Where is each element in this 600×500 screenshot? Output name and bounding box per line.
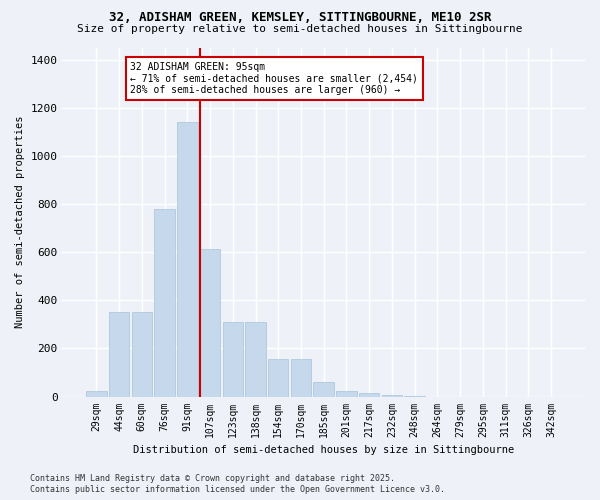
Bar bbox=[223, 322, 243, 396]
Bar bbox=[313, 382, 334, 396]
Bar bbox=[86, 390, 107, 396]
Text: 32, ADISHAM GREEN, KEMSLEY, SITTINGBOURNE, ME10 2SR: 32, ADISHAM GREEN, KEMSLEY, SITTINGBOURN… bbox=[109, 11, 491, 24]
Bar bbox=[200, 248, 220, 396]
Bar bbox=[245, 322, 266, 396]
Text: Size of property relative to semi-detached houses in Sittingbourne: Size of property relative to semi-detach… bbox=[77, 24, 523, 34]
Bar bbox=[268, 359, 289, 397]
Bar bbox=[109, 312, 130, 396]
Bar bbox=[336, 390, 356, 396]
Text: 32 ADISHAM GREEN: 95sqm
← 71% of semi-detached houses are smaller (2,454)
28% of: 32 ADISHAM GREEN: 95sqm ← 71% of semi-de… bbox=[130, 62, 418, 95]
Bar bbox=[291, 359, 311, 397]
Bar bbox=[154, 209, 175, 396]
Bar bbox=[177, 122, 197, 396]
Y-axis label: Number of semi-detached properties: Number of semi-detached properties bbox=[15, 116, 25, 328]
Text: Contains HM Land Registry data © Crown copyright and database right 2025.
Contai: Contains HM Land Registry data © Crown c… bbox=[30, 474, 445, 494]
X-axis label: Distribution of semi-detached houses by size in Sittingbourne: Distribution of semi-detached houses by … bbox=[133, 445, 514, 455]
Bar bbox=[359, 393, 379, 396]
Bar bbox=[131, 312, 152, 396]
